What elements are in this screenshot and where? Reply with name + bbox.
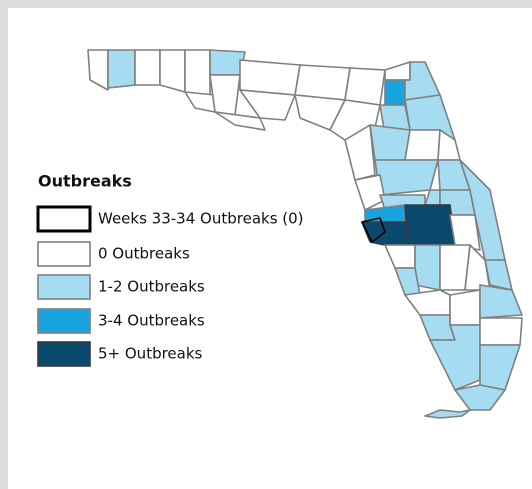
county xyxy=(239,59,301,96)
county xyxy=(479,317,523,346)
county xyxy=(134,49,161,86)
county xyxy=(384,79,406,109)
county xyxy=(479,284,523,319)
legend: Weeks 33-34 Outbreaks (0) 0 Outbreaks 1-2 … xyxy=(36,205,304,367)
county xyxy=(184,49,211,96)
legend-label: 5+ Outbreaks xyxy=(98,345,203,363)
legend-label: 1-2 Outbreaks xyxy=(98,278,205,296)
legend-swatch xyxy=(37,241,91,267)
legend-title: Outbreaks xyxy=(38,172,132,191)
county xyxy=(369,124,411,161)
legend-swatch xyxy=(37,341,91,367)
legend-swatch xyxy=(36,205,92,233)
county xyxy=(449,214,481,251)
county xyxy=(344,67,386,106)
county xyxy=(159,49,186,93)
county xyxy=(414,244,441,291)
county xyxy=(449,289,481,326)
county xyxy=(424,409,471,419)
county xyxy=(107,49,136,89)
county xyxy=(214,111,266,131)
county xyxy=(294,64,351,101)
county xyxy=(239,89,296,121)
county xyxy=(404,129,441,161)
county xyxy=(404,204,456,246)
county xyxy=(374,159,439,196)
legend-swatch xyxy=(37,308,91,334)
county xyxy=(361,217,386,243)
county xyxy=(454,384,506,411)
county xyxy=(344,124,376,181)
county xyxy=(209,74,241,116)
legend-label: Weeks 33-34 Outbreaks (0) xyxy=(98,210,304,228)
legend-label: 3-4 Outbreaks xyxy=(98,312,205,330)
legend-swatch xyxy=(37,274,91,300)
county xyxy=(87,49,109,91)
florida-counties xyxy=(87,49,523,419)
legend-label: 0 Outbreaks xyxy=(98,245,190,263)
